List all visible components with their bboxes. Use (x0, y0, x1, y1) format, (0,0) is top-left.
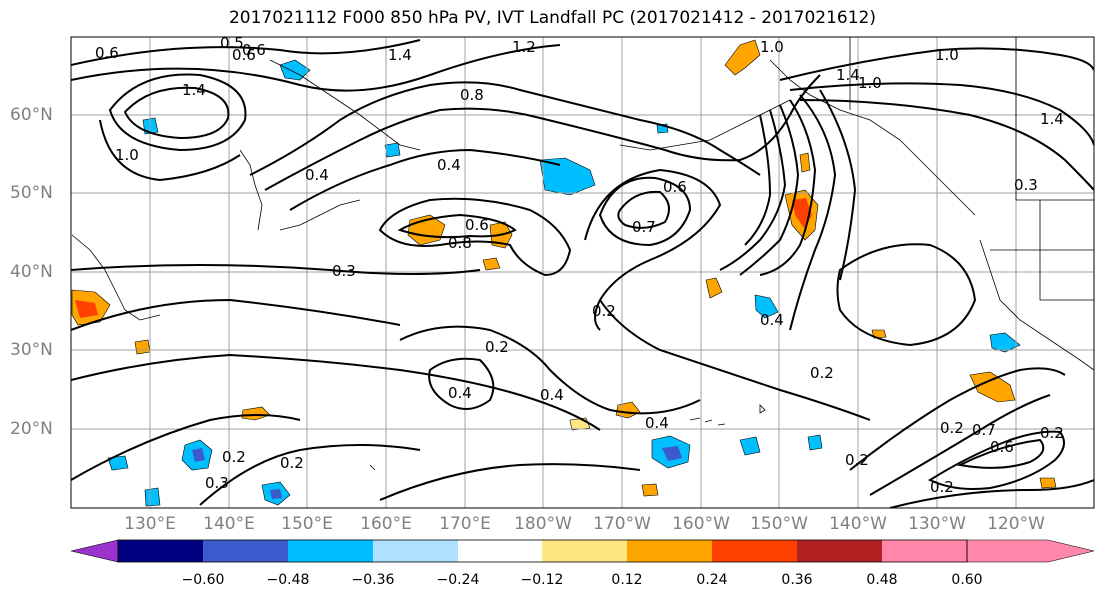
map-plot-area (71, 37, 1094, 508)
colorbar-segment (797, 540, 882, 562)
lat-label: 60°N (10, 105, 53, 125)
colorbar-segment (373, 540, 458, 562)
colorbar-tick-label: −0.60 (181, 572, 225, 588)
contour-label: 1.4 (1040, 110, 1064, 128)
contour-label: 0.2 (1040, 424, 1064, 442)
contour-label: 0.3 (332, 262, 356, 280)
colorbar-tick-label: 0.60 (951, 572, 983, 588)
map-frame (70, 36, 1095, 509)
contour-label: 0.2 (940, 419, 964, 437)
contour-label: 0.3 (1014, 176, 1038, 194)
lon-label: 180°W (514, 514, 572, 534)
colorbar-segment (118, 540, 203, 562)
lon-label: 120°W (987, 514, 1045, 534)
colorbar-tick-label: 0.36 (781, 572, 813, 588)
colorbar-tick-label: 0.12 (611, 572, 643, 588)
contour-label: 0.2 (845, 451, 869, 469)
colorbar-tick-label: −0.12 (520, 572, 564, 588)
colorbar-segment (712, 540, 797, 562)
contour-label: 0.8 (460, 86, 484, 104)
pv-contours (71, 39, 1094, 508)
map-title: 2017021112 F000 850 hPa PV, IVT Landfall… (228, 8, 876, 28)
contour-label: 0.4 (540, 386, 564, 404)
contour-label: 0.4 (760, 311, 784, 329)
lat-label: 40°N (10, 262, 53, 282)
contour-label: 0.2 (810, 364, 834, 382)
pv-anomaly-fills (71, 39, 1057, 507)
contour-label: 1.0 (858, 74, 882, 92)
lon-label: 150°W (750, 514, 808, 534)
colorbar-tick-label: −0.24 (436, 572, 480, 588)
contour-label: 0.7 (632, 218, 656, 236)
contour-label-group: 0.6 0.5 0.6 1.2 1.4 1.4 1.0 0.8 0.4 0.4 … (95, 34, 1064, 496)
contour-label: 0.4 (645, 414, 669, 432)
lat-label: 30°N (10, 340, 53, 360)
contour-label: 0.6 (990, 438, 1014, 456)
contour-label: 0.6 (95, 44, 119, 62)
colorbar-extend-right (967, 540, 1094, 562)
contour-label: 0.4 (448, 384, 472, 402)
contour-label: 0.5 (220, 34, 244, 52)
colorbar-segment (203, 540, 288, 562)
lon-label: 170°W (593, 514, 651, 534)
contour-label: 0.8 (448, 234, 472, 252)
contour-label: 0.2 (930, 478, 954, 496)
contour-label: 0.2 (485, 338, 509, 356)
colorbar-extend-left (70, 539, 119, 563)
colorbar-segment (882, 540, 967, 562)
lon-label: 170°E (439, 514, 491, 534)
contour-label: 0.2 (592, 302, 616, 320)
colorbar-segment (542, 540, 627, 562)
contour-label: 0.6 (465, 216, 489, 234)
colorbar-segment (458, 540, 542, 562)
lon-label: 150°E (281, 514, 333, 534)
contour-label: 1.4 (388, 46, 412, 64)
lon-label: 130°E (124, 514, 176, 534)
contour-label: 0.4 (437, 156, 461, 174)
lon-label: 160°W (672, 514, 730, 534)
graticule (71, 37, 1094, 508)
contour-label: 0.6 (232, 46, 256, 64)
contour-label: 0.6 (242, 41, 266, 59)
lon-label: 130°W (908, 514, 966, 534)
colorbar-tick-label: −0.36 (351, 572, 395, 588)
contour-label: 1.0 (760, 38, 784, 56)
colorbar-segment (288, 540, 373, 562)
lat-label: 50°N (10, 183, 53, 203)
colorbar (70, 539, 1095, 563)
colorbar-tick-label: 0.48 (866, 572, 898, 588)
colorbar-tick-label: −0.48 (266, 572, 310, 588)
contour-label: 1.0 (115, 146, 139, 164)
lon-label: 140°W (829, 514, 887, 534)
contour-label: 0.6 (663, 178, 687, 196)
colorbar-tick-label: 0.24 (696, 572, 728, 588)
contour-label: 0.2 (222, 448, 246, 466)
coastlines (71, 37, 1094, 471)
contour-label: 0.4 (305, 166, 329, 184)
lon-label: 140°E (203, 514, 255, 534)
contour-label: 0.2 (280, 454, 304, 472)
contour-label: 1.4 (836, 66, 860, 84)
colorbar-segment (627, 540, 712, 562)
contour-label: 1.2 (512, 38, 536, 56)
contour-label: 0.3 (205, 474, 229, 492)
contour-label: 0.7 (972, 421, 996, 439)
contour-label: 1.0 (935, 46, 959, 64)
contour-label: 1.4 (182, 81, 206, 99)
lon-label: 160°E (360, 514, 412, 534)
lat-label: 20°N (10, 419, 53, 439)
